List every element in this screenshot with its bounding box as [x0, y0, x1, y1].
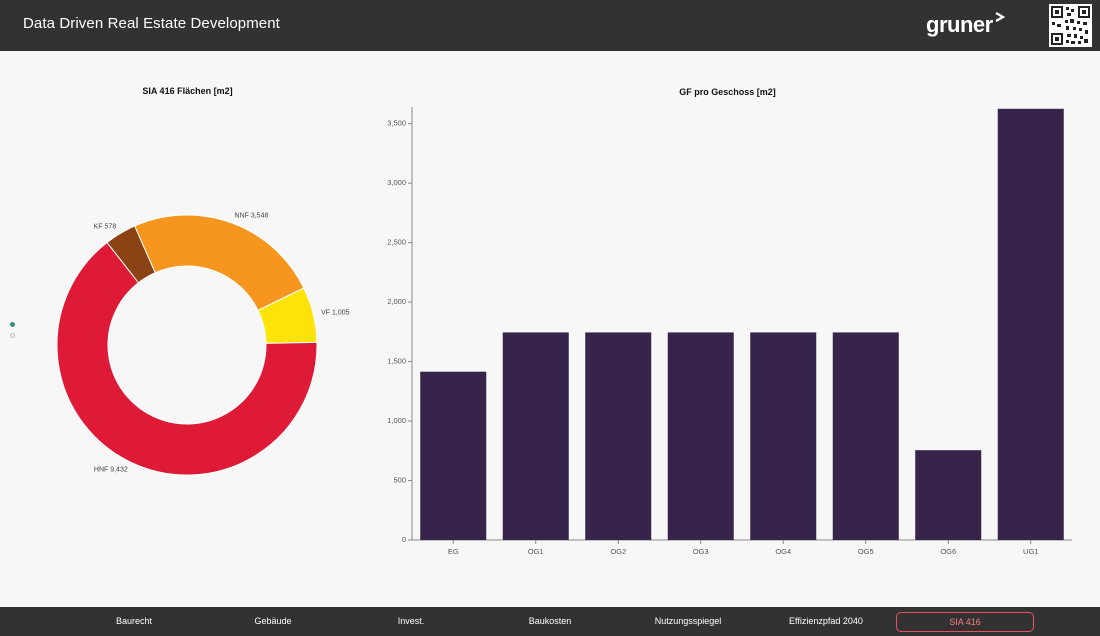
nav-item-baurecht[interactable]: Baurecht — [115, 616, 153, 626]
brand-logo: gruner — [926, 12, 993, 37]
pager-dot-active[interactable] — [10, 322, 15, 327]
bar-eg[interactable] — [420, 371, 487, 540]
app-title: Data Driven Real Estate Development — [23, 15, 280, 32]
pie-slice-hnf[interactable] — [56, 241, 318, 476]
bar-ug1[interactable] — [997, 108, 1064, 541]
bar-og1[interactable] — [502, 332, 569, 540]
bar-og4[interactable] — [750, 332, 817, 540]
y-tick-label: 2,500 — [387, 238, 406, 247]
donut-chart: KF 578 NNF 3,548 VF 1,005 HNF 9,432 — [56, 212, 350, 476]
nav-item-baukosten[interactable]: Baukosten — [528, 616, 572, 626]
bar-og5[interactable] — [832, 332, 899, 540]
x-tick-label: EG — [448, 547, 459, 556]
brand-chevron-icon — [995, 12, 1006, 22]
pager-dot-inactive[interactable] — [10, 333, 15, 338]
nav-item-geb-ude[interactable]: Gebäude — [254, 616, 292, 626]
bar-chart-title: GF pro Geschoss [m2] — [679, 87, 776, 97]
x-tick-label: UG1 — [1023, 547, 1038, 556]
y-tick-label: 1,000 — [387, 416, 406, 425]
x-tick-label: OG3 — [693, 547, 709, 556]
nav-item-sia-416[interactable]: SIA 416 — [896, 612, 1034, 632]
bar-og3[interactable] — [667, 332, 734, 540]
x-tick-label: OG5 — [858, 547, 874, 556]
pie-chart-title: SIA 416 Flächen [m2] — [142, 86, 233, 96]
bottom-nav: Baurecht Gebäude Invest. Baukosten Nutzungss… — [0, 607, 1100, 636]
pie-label-nnf: NNF 3,548 — [235, 212, 269, 219]
y-tick-label: 500 — [393, 476, 406, 485]
nav-item-nutzungsspiegel[interactable]: Nutzungsspiegel — [654, 616, 722, 626]
bar-chart: 0 500 1,000 1,500 2,000 2,500 3,000 3,500 EG OG1 O… — [387, 107, 1072, 556]
nav-item-invest[interactable]: Invest. — [397, 616, 425, 626]
y-tick-label: 0 — [402, 535, 406, 544]
y-tick-label: 3,000 — [387, 178, 406, 187]
qr-code-icon[interactable] — [1049, 4, 1092, 47]
nav-item-effizienzpfad-2040[interactable]: Effizienzpfad 2040 — [789, 616, 863, 626]
x-tick-label: OG4 — [775, 547, 791, 556]
y-tick-label: 3,500 — [387, 119, 406, 128]
x-tick-label: OG2 — [610, 547, 626, 556]
pie-label-hnf: HNF 9,432 — [94, 466, 128, 473]
x-tick-label: OG6 — [940, 547, 956, 556]
top-bar: Data Driven Real Estate Development grun… — [0, 0, 1100, 51]
bar-og6[interactable] — [915, 450, 982, 540]
pie-slice-nnf[interactable] — [134, 214, 305, 312]
x-tick-label: OG1 — [528, 547, 544, 556]
y-tick-label: 1,500 — [387, 357, 406, 366]
bar-og2[interactable] — [585, 332, 652, 540]
pie-label-kf: KF 578 — [94, 223, 117, 230]
y-tick-label: 2,000 — [387, 297, 406, 306]
pie-label-vf: VF 1,005 — [321, 309, 350, 316]
